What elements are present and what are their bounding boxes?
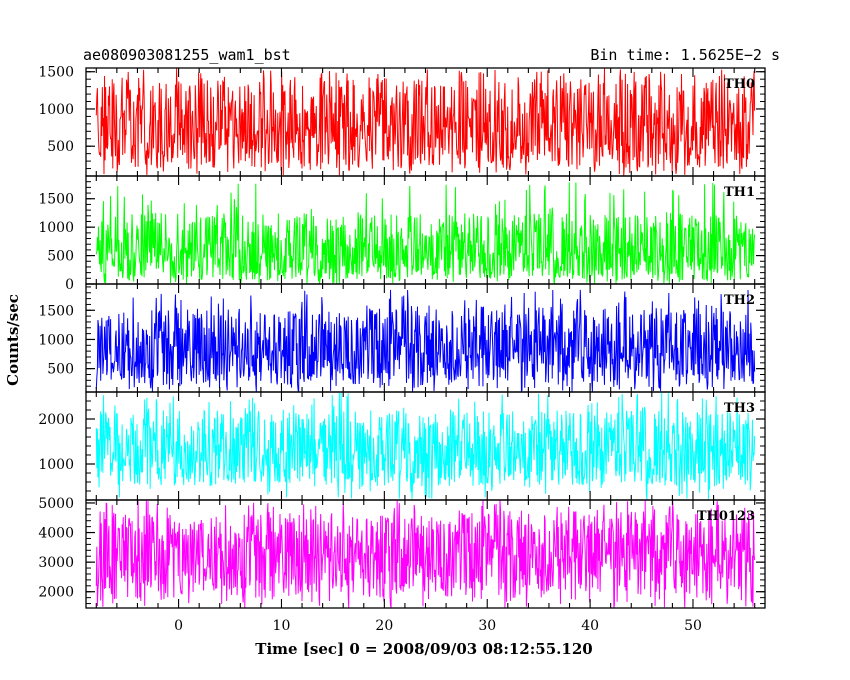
y-axis-th3: 1000 2000 — [38, 391, 765, 501]
x-tick-label: 10 — [273, 618, 291, 634]
x-axis: 0 10 20 30 40 50 — [174, 618, 702, 634]
panels: 500 1000 1500 TH0 0 500 1000 1500 TH1 500 1000 1500… — [38, 65, 766, 609]
panel-label: TH3 — [724, 401, 755, 416]
panel-label: TH0 — [724, 77, 755, 92]
y-tick-label: 1000 — [38, 220, 74, 236]
panel-th1: 0 500 1000 1500 TH1 — [38, 175, 766, 293]
y-tick-label: 500 — [47, 139, 74, 155]
x-tick-label: 40 — [581, 618, 599, 634]
series-th2 — [95, 289, 756, 392]
panel-label: TH2 — [724, 293, 755, 308]
y-tick-label: 1000 — [38, 457, 74, 473]
y-tick-label: 4000 — [38, 526, 74, 542]
panel-th2: 500 1000 1500 TH2 — [38, 283, 766, 393]
chart-title: ae080903081255_wam1_bst — [83, 46, 291, 64]
y-tick-label: 500 — [47, 249, 74, 265]
y-tick-label: 1500 — [38, 65, 74, 81]
y-axis-th0123: 2000 3000 4000 5000 — [38, 496, 765, 605]
series-th0 — [95, 68, 756, 176]
y-tick-label: 500 — [47, 362, 74, 378]
x-tick-label: 20 — [375, 618, 393, 634]
y-tick-label: 3000 — [38, 555, 74, 571]
panel-th0123: 2000 3000 4000 5000 TH0123 — [38, 496, 766, 609]
panel-th0: 500 1000 1500 TH0 — [38, 65, 766, 177]
series-th1 — [95, 182, 756, 284]
y-tick-label: 2000 — [38, 412, 74, 428]
x-tick-label: 30 — [478, 618, 496, 634]
x-tick-label: 50 — [684, 618, 702, 634]
panel-label: TH0123 — [697, 509, 755, 524]
x-axis-title: Time [sec] 0 = 2008/09/03 08:12:55.120 — [255, 640, 592, 658]
panel-label: TH1 — [724, 185, 755, 200]
series-th3 — [95, 392, 756, 500]
y-tick-label: 1500 — [38, 192, 74, 208]
y-tick-label: 0 — [65, 277, 74, 293]
y-tick-label: 2000 — [38, 585, 74, 601]
y-tick-label: 1500 — [38, 303, 74, 319]
x-tick-label: 0 — [174, 618, 183, 634]
y-tick-label: 1000 — [38, 102, 74, 118]
y-tick-label: 1000 — [38, 332, 74, 348]
bin-time-label: Bin time: 1.5625E−2 s — [590, 46, 780, 64]
y-tick-label: 5000 — [38, 496, 74, 512]
y-axis-th2: 500 1000 1500 — [38, 286, 765, 393]
series-th0123 — [95, 500, 756, 608]
y-axis-title: Counts/sec — [4, 294, 22, 386]
panel-th3: 1000 2000 TH3 — [38, 391, 766, 501]
